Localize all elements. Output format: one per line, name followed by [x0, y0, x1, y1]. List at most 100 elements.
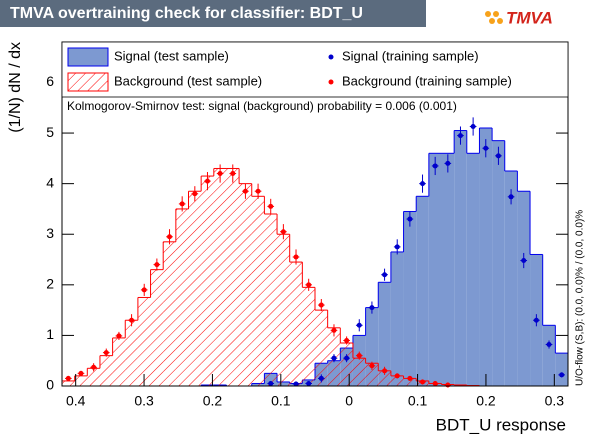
title-bar — [0, 0, 426, 27]
histogram-bin — [251, 196, 265, 386]
data-point — [356, 322, 362, 328]
y-tick-label: 1 — [46, 326, 54, 342]
data-point — [382, 368, 388, 374]
training-points — [267, 117, 565, 387]
y-tick-label: 2 — [46, 276, 54, 292]
histogram-bin — [504, 171, 518, 386]
histogram-fill — [62, 127, 569, 387]
data-point — [470, 123, 476, 129]
histogram-bin — [137, 297, 151, 386]
data-point — [255, 188, 261, 194]
data-point — [91, 364, 97, 370]
data-point — [344, 337, 350, 343]
y-tick-label: 4 — [46, 174, 54, 190]
data-point — [521, 258, 527, 264]
data-point — [293, 254, 299, 260]
x-tick-label: 0.2 — [203, 393, 223, 409]
histogram-bin — [378, 370, 391, 386]
legend-marker — [328, 54, 334, 60]
training-points — [65, 164, 452, 388]
histogram-bin — [378, 282, 391, 386]
data-point — [141, 287, 147, 293]
data-point — [280, 229, 286, 235]
data-point — [167, 234, 173, 240]
legend-label: Signal (training sample) — [342, 48, 479, 63]
data-point — [204, 178, 210, 184]
histogram-bin — [365, 363, 379, 386]
histogram-bin — [454, 384, 467, 386]
histogram-bin — [492, 140, 505, 386]
data-point — [230, 171, 236, 177]
data-point — [445, 160, 451, 166]
y-tick-label: 3 — [46, 225, 54, 241]
histogram-bin — [201, 176, 214, 386]
histogram-bin — [150, 269, 164, 386]
histogram-bin — [125, 320, 138, 386]
data-point — [293, 381, 299, 387]
histogram-bin — [466, 153, 480, 386]
data-point — [129, 317, 135, 323]
histogram-bin — [352, 358, 366, 386]
histogram-bin — [112, 337, 126, 386]
data-point — [445, 382, 451, 388]
data-point — [65, 375, 71, 381]
logo-dot — [497, 18, 503, 24]
histogram-bin — [390, 375, 404, 386]
histogram-bin — [175, 208, 189, 386]
data-point — [217, 171, 223, 177]
logo-dot — [489, 18, 495, 24]
data-point — [420, 181, 426, 187]
data-point — [508, 194, 514, 200]
data-point — [420, 379, 426, 385]
legend-box — [61, 41, 569, 98]
x-tick-label: 0 — [345, 393, 353, 409]
data-point — [318, 302, 324, 308]
data-point — [78, 370, 84, 376]
data-point — [432, 380, 438, 386]
logo-dot — [493, 11, 499, 17]
histogram-bin — [277, 234, 290, 386]
data-point — [116, 333, 122, 339]
data-point — [394, 373, 400, 379]
x-tick-label: 0.2 — [476, 393, 496, 409]
data-point — [344, 355, 350, 361]
data-point — [432, 163, 438, 169]
y-tick-label: 0 — [46, 377, 54, 393]
data-point — [394, 244, 400, 250]
histogram-bin — [428, 153, 442, 386]
data-point — [103, 350, 109, 356]
logo: TMVA — [485, 8, 553, 27]
histogram-hatch — [61, 167, 568, 387]
x-tick-label: 0.3 — [134, 393, 154, 409]
y-tick-label: 6 — [46, 73, 54, 89]
histogram-bin — [315, 310, 328, 386]
histogram-bin — [188, 191, 202, 386]
chart-title: TMVA overtraining check for classifier: … — [10, 5, 363, 22]
data-point — [533, 317, 539, 323]
histogram-bin — [479, 128, 493, 386]
legend-swatch — [67, 47, 109, 67]
x-tick-label: 0.1 — [271, 393, 291, 409]
x-tick-label: 0.3 — [545, 393, 565, 409]
data-point — [331, 327, 337, 333]
histogram-bin — [302, 287, 315, 386]
data-point — [457, 133, 463, 139]
data-point — [306, 282, 312, 288]
data-point — [268, 203, 274, 209]
legend-swatch — [67, 72, 109, 92]
histogram-bin — [340, 343, 353, 386]
data-point — [407, 216, 413, 222]
y-axis-label: (1/N) dN / dx — [7, 42, 24, 133]
histogram-bin — [62, 380, 75, 386]
histogram-bin — [403, 378, 417, 386]
histogram-bin — [517, 191, 531, 386]
histogram-bin — [454, 130, 467, 386]
data-point — [369, 305, 375, 311]
data-point — [318, 375, 324, 381]
histogram-bin — [403, 211, 417, 386]
histogram-bin — [555, 353, 568, 386]
legend-label: Signal (test sample) — [114, 48, 229, 63]
histogram-bin — [163, 241, 176, 386]
legend-label: Background (test sample) — [114, 73, 262, 88]
data-point — [179, 201, 185, 207]
